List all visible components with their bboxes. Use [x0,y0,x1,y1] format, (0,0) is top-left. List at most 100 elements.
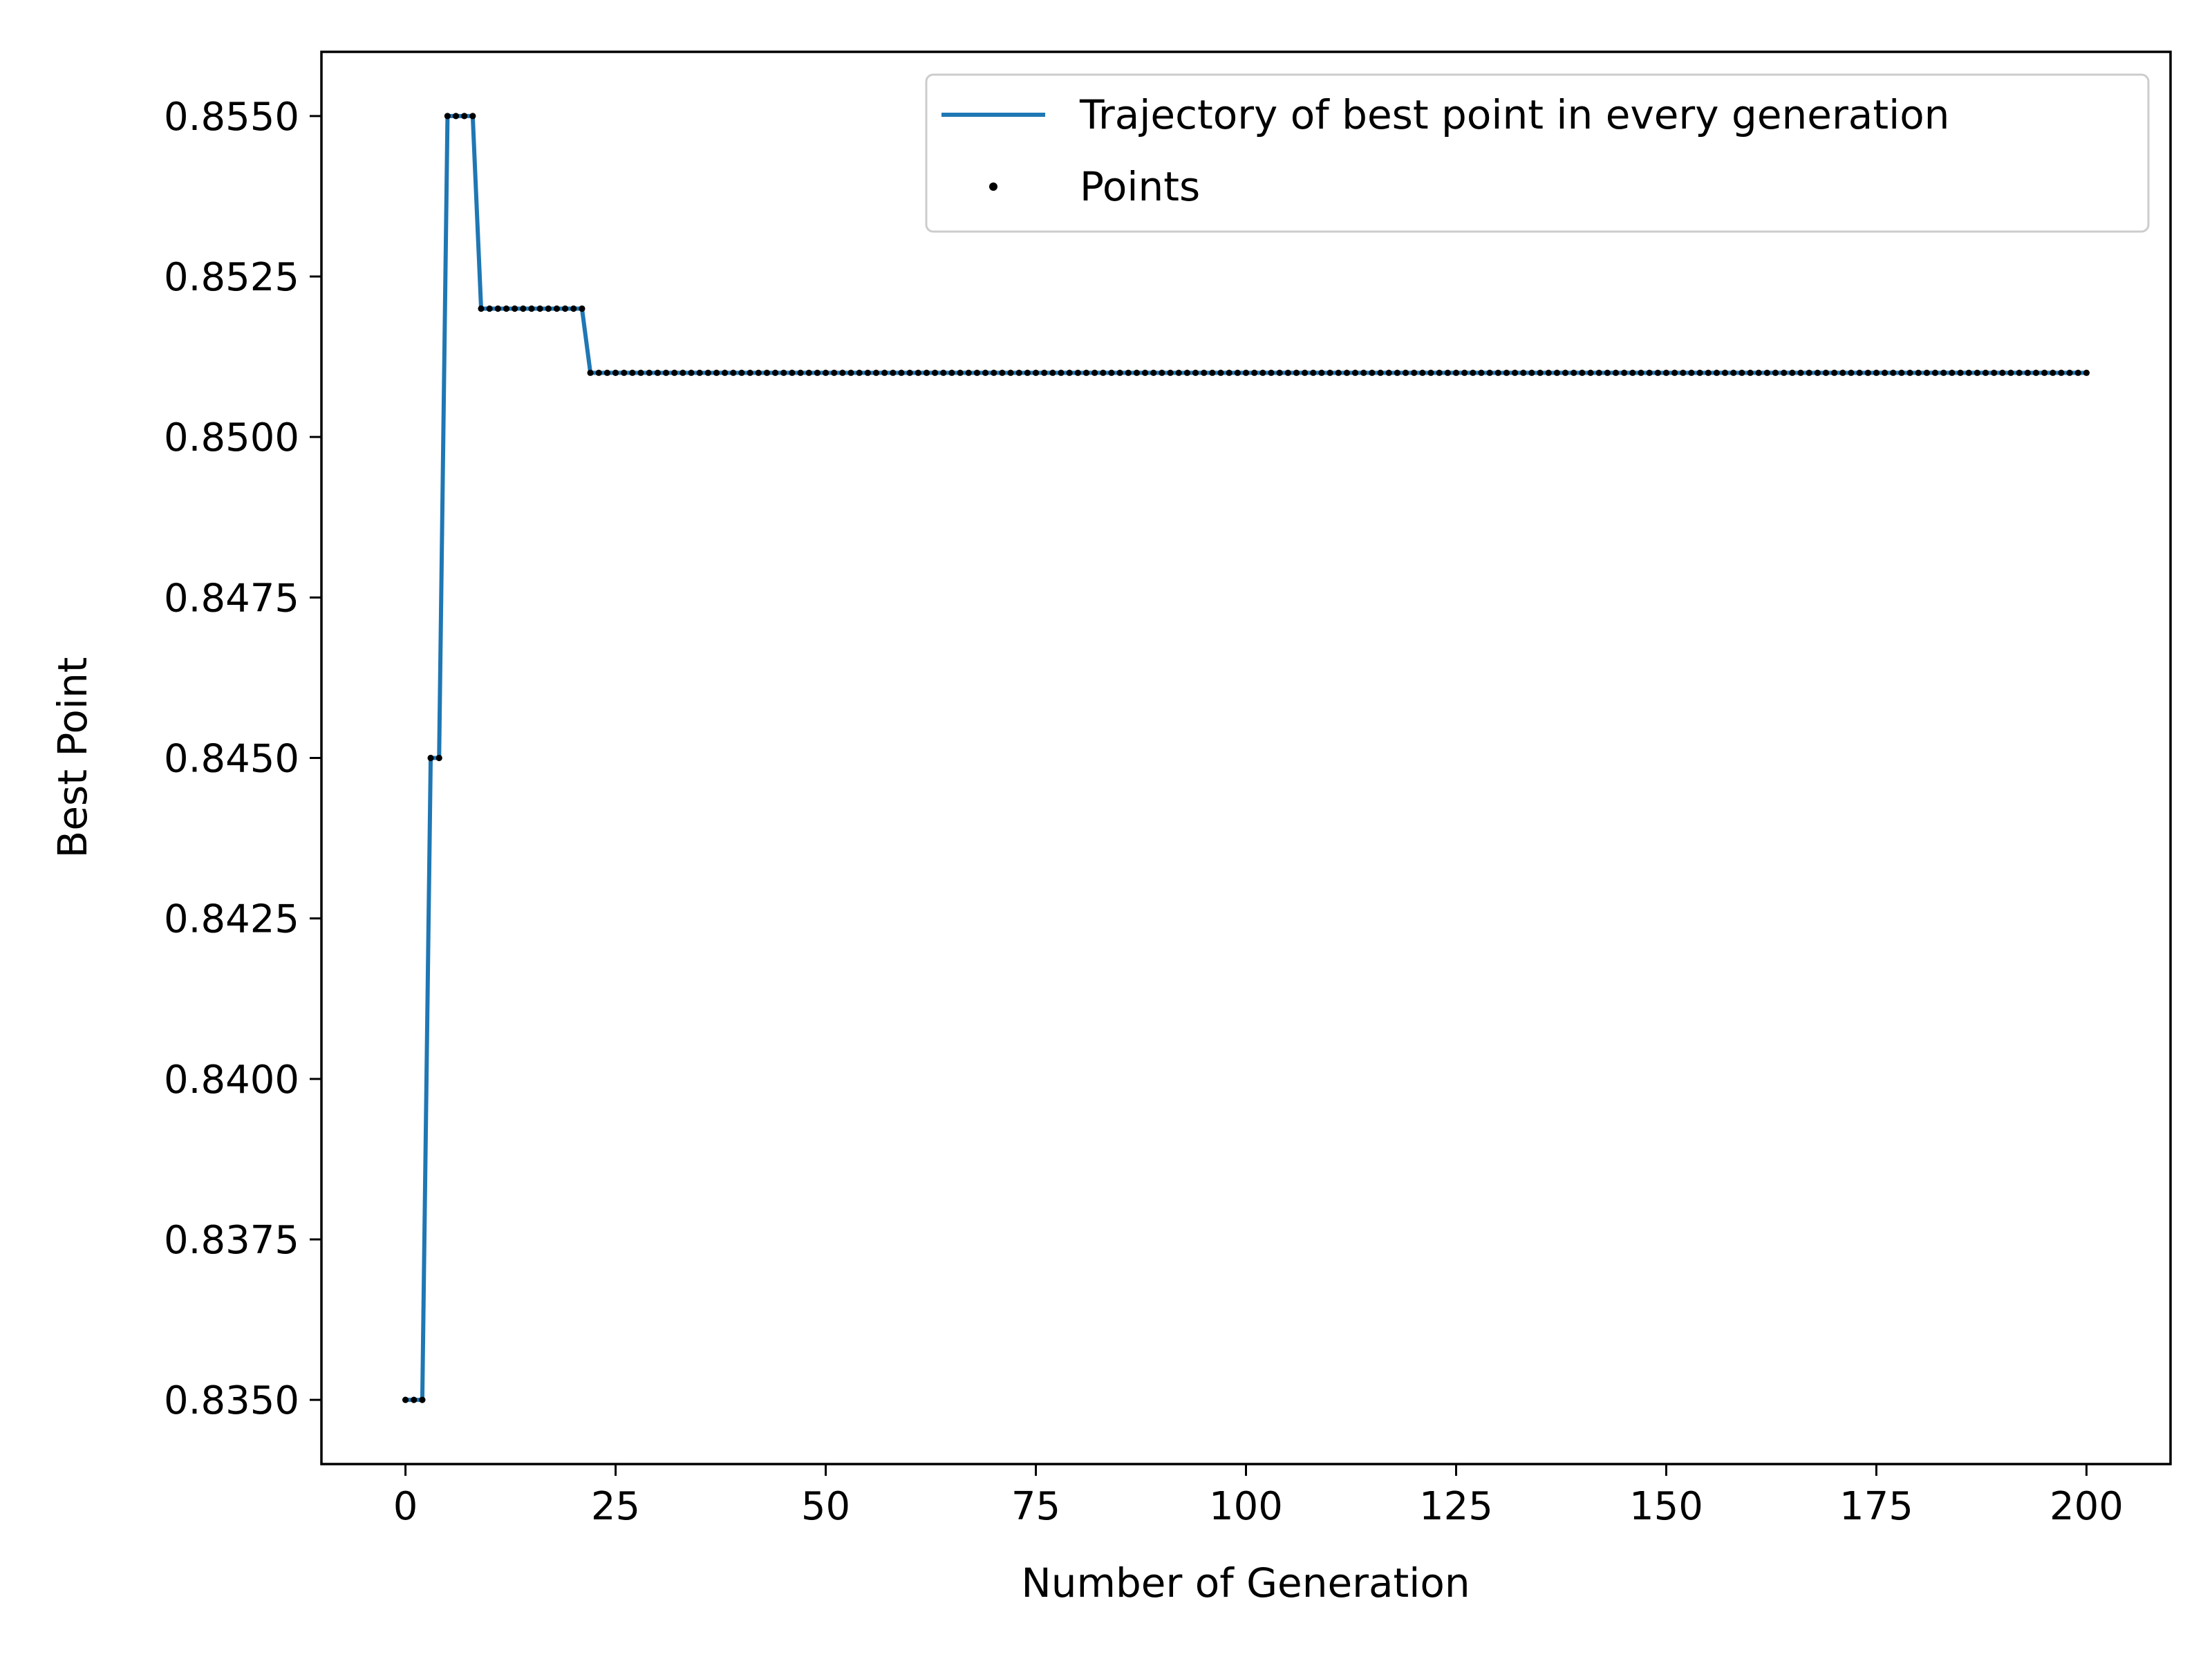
data-point [1705,369,1712,376]
y-tick-label: 0.8400 [164,1058,299,1103]
data-point [1571,369,1577,376]
data-point [1394,369,1400,376]
data-point [1217,369,1224,376]
data-point [1192,369,1199,376]
data-point [1032,369,1040,376]
data-point [1806,369,1812,376]
x-tick-label: 125 [1419,1484,1493,1529]
data-point [1015,369,1022,376]
data-point [595,369,602,376]
data-point [1755,369,1762,376]
data-point [991,369,997,376]
data-point [839,369,846,376]
data-point [654,369,661,376]
data-point [553,305,561,312]
data-point [612,369,619,376]
data-point [1486,369,1493,376]
data-point [1629,369,1636,376]
x-tick-label: 150 [1629,1484,1703,1529]
data-point [1537,369,1544,376]
data-point [1662,369,1670,376]
data-point [1159,369,1165,376]
data-point [999,369,1006,376]
data-point [965,369,972,376]
data-point [1091,369,1098,376]
data-point [1915,369,1922,376]
data-point [1302,369,1309,376]
data-point [1949,369,1956,376]
data-point [747,369,753,376]
data-point [1528,369,1535,376]
y-axis-label: Best Point [49,657,96,859]
data-point [1848,369,1855,376]
data-point [1638,369,1644,376]
data-point [1839,369,1846,376]
data-point [503,305,510,312]
data-point [1385,369,1392,376]
data-point [1982,369,1989,376]
data-point [444,113,451,120]
data-point [738,369,745,376]
data-point [662,369,670,376]
data-point [1587,369,1594,376]
legend-point-swatch [989,182,997,191]
data-point [469,113,476,120]
data-point [1444,369,1451,376]
plot-background [321,52,2171,1464]
data-point [1595,369,1602,376]
data-point [948,369,955,376]
data-point [587,369,594,376]
data-point [1494,369,1501,376]
data-point [1100,369,1107,376]
data-point [771,369,779,376]
data-point [1511,369,1519,376]
data-point [805,369,812,376]
data-point [1713,369,1721,376]
data-point [1940,369,1947,376]
x-tick-label: 25 [591,1484,640,1529]
data-point [1024,369,1031,376]
data-point [1259,369,1266,376]
data-point [1133,369,1141,376]
data-point [1931,369,1939,376]
data-point [1906,369,1913,376]
data-point [1369,369,1376,376]
data-point [1461,369,1468,376]
data-point [1284,369,1291,376]
data-point [1436,369,1443,376]
data-point [1377,369,1384,376]
data-point [411,1396,418,1403]
data-point [2007,369,2014,376]
data-point [1680,369,1687,376]
x-axis-ticks: 0 25 50 75 100 125 150 175 200 [393,1464,2124,1529]
data-point [982,369,989,376]
data-point [2058,369,2065,376]
x-tick-label: 75 [1011,1484,1060,1529]
y-tick-label: 0.8425 [164,897,299,942]
data-point [797,369,804,376]
data-point [419,1396,426,1403]
data-point [1343,369,1351,376]
data-point [1470,369,1477,376]
data-point [688,369,695,376]
data-point [973,369,981,376]
data-point [520,305,527,312]
data-point [1226,369,1232,376]
data-point [1671,369,1678,376]
data-point [2074,369,2081,376]
data-point [1360,369,1367,376]
data-point [1183,369,1190,376]
data-point [1201,369,1208,376]
data-point [1999,369,2006,376]
data-point [923,369,930,376]
data-point [713,369,720,376]
data-point [932,369,939,376]
data-point [898,369,905,376]
data-point [512,305,518,312]
data-point [1881,369,1888,376]
data-point [629,369,636,376]
y-tick-label: 0.8475 [164,576,299,621]
data-point [1268,369,1275,376]
data-point [536,305,543,312]
data-point [1579,369,1586,376]
